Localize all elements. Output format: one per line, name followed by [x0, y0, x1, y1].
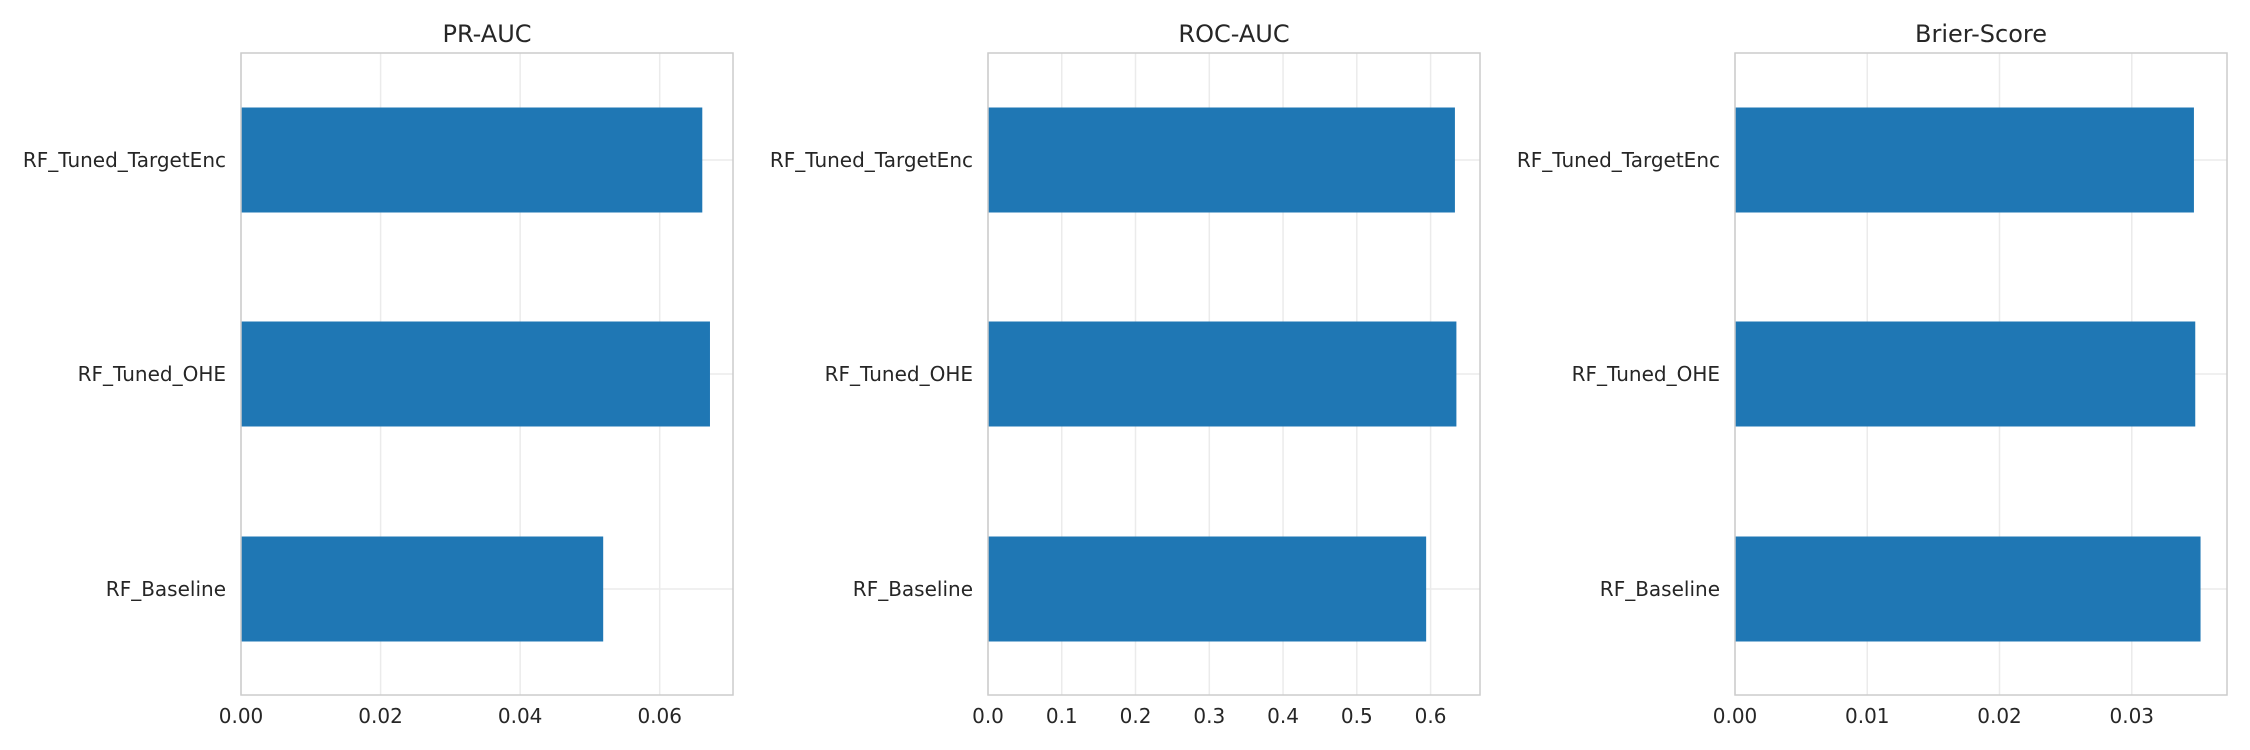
x-tick-label: 0.06	[637, 704, 682, 728]
x-tick-labels: 0.00 0.02 0.04 0.06	[219, 704, 682, 728]
x-tick-label: 0.6	[1415, 704, 1447, 728]
bar-rf-tuned-targetenc	[988, 107, 1455, 213]
x-tick-label: 0.00	[219, 704, 264, 728]
y-tick-labels: RF_Baseline RF_Tuned_OHE RF_Tuned_TargetEn…	[770, 148, 973, 601]
x-tick-label: 0.0	[972, 704, 1004, 728]
panel-title: PR-AUC	[442, 20, 531, 48]
x-tick-label: 0.3	[1193, 704, 1225, 728]
bar-rf-tuned-ohe	[241, 321, 710, 427]
y-tick-label: RF_Tuned_OHE	[78, 362, 226, 386]
panel-title: Brier-Score	[1915, 20, 2047, 48]
x-tick-label: 0.01	[1845, 704, 1890, 728]
bar-rf-baseline	[988, 536, 1427, 642]
x-tick-label: 0.02	[1977, 704, 2022, 728]
panel-pr-auc: RF_Baseline RF_Tuned_OHE RF_Tuned_TargetEn…	[23, 20, 734, 728]
bar-rf-tuned-ohe	[1735, 321, 2196, 427]
y-tick-label: RF_Tuned_OHE	[825, 362, 973, 386]
y-tick-label: RF_Tuned_TargetEnc	[23, 148, 226, 172]
bar-rf-tuned-targetenc	[1735, 107, 2194, 213]
x-tick-label: 0.1	[1046, 704, 1078, 728]
y-tick-label: RF_Baseline	[1600, 577, 1720, 601]
y-tick-label: RF_Baseline	[106, 577, 226, 601]
y-tick-label: RF_Tuned_TargetEnc	[1517, 148, 1720, 172]
y-tick-labels: RF_Baseline RF_Tuned_OHE RF_Tuned_TargetEn…	[23, 148, 226, 601]
x-tick-label: 0.02	[358, 704, 403, 728]
bars	[988, 107, 1457, 642]
y-tick-label: RF_Baseline	[853, 577, 973, 601]
axes-frame	[1734, 52, 2228, 696]
y-tick-labels: RF_Baseline RF_Tuned_OHE RF_Tuned_TargetEn…	[1517, 148, 1720, 601]
x-tick-label: 0.03	[2110, 704, 2155, 728]
bar-rf-baseline	[1735, 536, 2201, 642]
panel-brier-score: RF_Baseline RF_Tuned_OHE RF_Tuned_TargetEn…	[1517, 20, 2228, 728]
bar-rf-tuned-targetenc	[241, 107, 703, 213]
bars	[1735, 107, 2201, 642]
bars	[241, 107, 710, 642]
axes-frame	[240, 52, 734, 696]
x-tick-label: 0.00	[1713, 704, 1758, 728]
x-tick-labels: 0.00 0.01 0.02 0.03	[1713, 704, 2154, 728]
x-tick-label: 0.5	[1341, 704, 1373, 728]
panel-title: ROC-AUC	[1178, 20, 1289, 48]
x-tick-label: 0.04	[498, 704, 543, 728]
y-tick-label: RF_Tuned_TargetEnc	[770, 148, 973, 172]
bar-rf-baseline	[241, 536, 604, 642]
bar-rf-tuned-ohe	[988, 321, 1457, 427]
x-tick-labels: 0.0 0.1 0.2 0.3 0.4 0.5 0.6	[972, 704, 1446, 728]
axes-frame	[987, 52, 1481, 696]
x-tick-label: 0.4	[1267, 704, 1299, 728]
y-tick-label: RF_Tuned_OHE	[1572, 362, 1720, 386]
panel-roc-auc: RF_Baseline RF_Tuned_OHE RF_Tuned_TargetEn…	[770, 20, 1481, 728]
x-tick-label: 0.2	[1120, 704, 1152, 728]
